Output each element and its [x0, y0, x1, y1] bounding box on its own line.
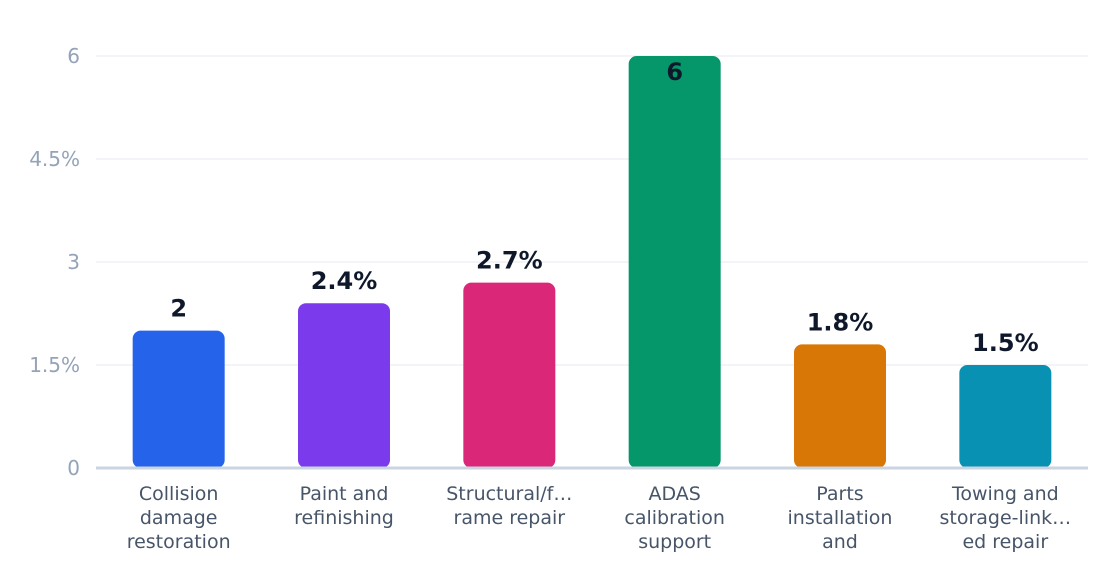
x-tick-label: Structural/f… rame repair: [446, 483, 572, 529]
x-tick-label-line: calibration: [624, 507, 725, 529]
data-label: 2.7%: [476, 247, 543, 275]
x-tick-label-line: support: [638, 531, 711, 553]
data-label: 2: [170, 295, 187, 323]
x-tick-label: Towing and storage-link… ed repair: [940, 483, 1072, 553]
x-tick-label-line: Paint and: [300, 483, 389, 505]
x-tick-label-line: Structural/f…: [446, 483, 572, 505]
x-tick-label-line: and: [822, 531, 858, 553]
x-tick-label-line: Towing and: [951, 483, 1059, 505]
y-tick-label: 6: [67, 44, 80, 68]
x-tick-label-line: ed repair: [962, 531, 1048, 553]
data-label: 6: [666, 58, 683, 86]
x-tick-label: Paint and refinishing: [294, 483, 394, 529]
x-tick-label: ADAS calibration support: [624, 483, 725, 553]
bar: [298, 303, 390, 468]
x-tick-label-line: storage-link…: [940, 507, 1072, 529]
x-tick-label: Parts installation and: [788, 483, 893, 553]
x-tick-label: Collision damage restoration: [127, 483, 231, 553]
data-label: 1.8%: [807, 308, 874, 336]
y-tick-label: 0: [67, 456, 80, 480]
x-tick-label-line: damage: [140, 507, 218, 529]
y-tick-label: 4.5%: [29, 147, 80, 171]
data-label: 2.4%: [311, 267, 378, 295]
x-tick-label-line: installation: [788, 507, 893, 529]
x-tick-label-line: restoration: [127, 531, 231, 553]
data-label: 1.5%: [972, 329, 1039, 357]
bar: [628, 56, 721, 468]
bar: [132, 330, 225, 468]
x-tick-label-line: Parts: [816, 483, 863, 505]
bar: [959, 365, 1052, 468]
x-tick-label-line: Collision: [139, 483, 219, 505]
x-tick-label-line: ADAS: [648, 483, 700, 505]
y-tick-label: 3: [67, 250, 80, 274]
bar: [463, 282, 556, 468]
x-tick-label-line: refinishing: [294, 507, 394, 529]
bar: [794, 344, 886, 468]
x-tick-label-line: rame repair: [454, 507, 566, 529]
y-tick-label: 1.5%: [29, 353, 80, 377]
